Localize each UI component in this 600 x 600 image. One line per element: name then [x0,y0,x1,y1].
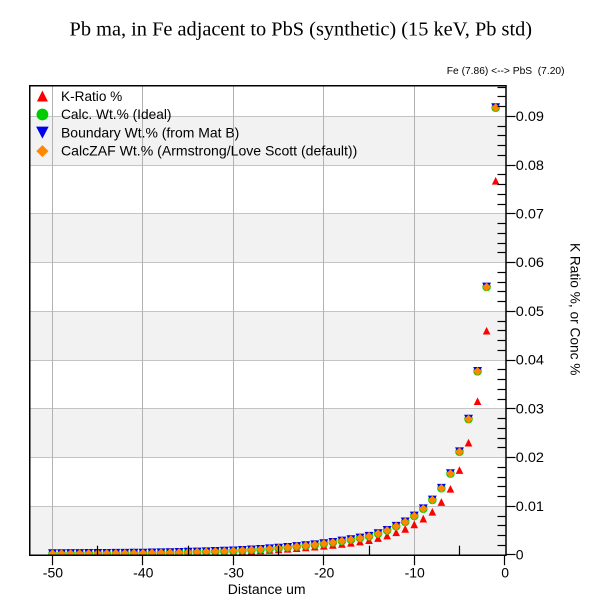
svg-text:CalcZAF Wt.% (Armstrong/Love S: CalcZAF Wt.% (Armstrong/Love Scott (defa… [61,143,357,159]
svg-text:-20: -20 [314,564,334,580]
svg-text:-30: -30 [224,564,244,580]
svg-text:0.05: 0.05 [516,303,544,319]
svg-text:Pb ma, in Fe adjacent to PbS (: Pb ma, in Fe adjacent to PbS (synthetic)… [70,19,533,41]
svg-text:0: 0 [501,564,509,580]
svg-text:0.09: 0.09 [516,108,544,124]
svg-text:Fe (7.86) <--> PbS (7.20): Fe (7.86) <--> PbS (7.20) [447,65,565,77]
svg-text:0.06: 0.06 [516,254,544,270]
svg-text:-50: -50 [43,564,63,580]
svg-text:0.03: 0.03 [516,400,544,416]
svg-text:0.07: 0.07 [516,205,544,221]
svg-text:0.02: 0.02 [516,449,544,465]
svg-text:Calc. Wt.% (Ideal): Calc. Wt.% (Ideal) [61,106,172,122]
svg-text:0.08: 0.08 [516,157,544,173]
svg-text:Boundary Wt.% (from Mat B): Boundary Wt.% (from Mat B) [61,124,239,140]
svg-text:-40: -40 [133,564,153,580]
svg-text:K-Ratio %: K-Ratio % [61,88,122,104]
svg-text:-10: -10 [405,564,425,580]
svg-text:Distance um: Distance um [228,581,306,597]
svg-text:K Ratio %, or Conc %: K Ratio %, or Conc % [568,243,584,376]
svg-text:0: 0 [516,547,524,563]
svg-text:0.04: 0.04 [516,352,544,368]
svg-text:0.01: 0.01 [516,498,544,514]
